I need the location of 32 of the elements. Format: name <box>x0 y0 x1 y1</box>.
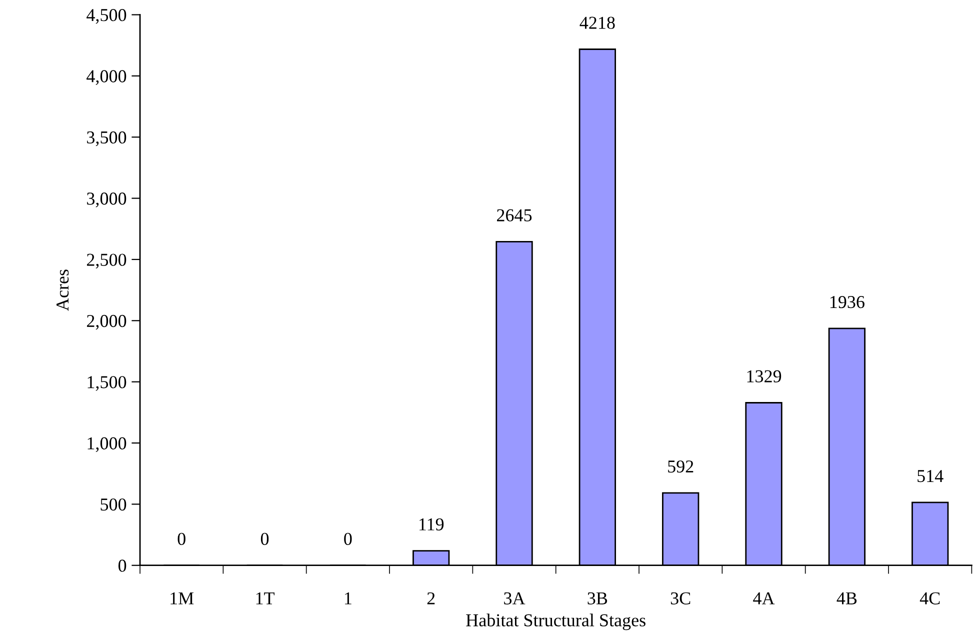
data-label: 0 <box>344 532 352 546</box>
y-tick-label: 4,000 <box>86 70 126 85</box>
data-label: 119 <box>419 518 444 530</box>
x-tick-label: 2 <box>427 592 435 604</box>
x-tick-label: 1M <box>170 592 194 604</box>
y-tick-label: 500 <box>100 498 126 511</box>
data-label: 1936 <box>830 296 864 308</box>
data-label: 4218 <box>580 16 615 29</box>
data-label: 514 <box>918 470 944 482</box>
x-tick-label: 4A <box>753 592 775 604</box>
data-label: 592 <box>668 460 694 473</box>
y-tick-label: 0 <box>118 560 126 572</box>
y-tick-label: 2,000 <box>86 314 126 330</box>
x-axis-title: Habitat Structural Stages <box>466 614 646 630</box>
y-tick-label: 1,500 <box>88 376 126 391</box>
x-tick-label: 3A <box>504 592 526 604</box>
y-tick-label: 4,500 <box>86 9 126 24</box>
y-tick-label: 2,500 <box>86 254 126 269</box>
data-label: 0 <box>178 532 186 546</box>
x-tick-label: 4C <box>920 592 940 604</box>
x-tick-label: 3B <box>588 592 608 604</box>
y-tick-label: 1,000 <box>88 437 126 452</box>
y-axis-title: Acres <box>56 270 69 311</box>
y-tick-label: 3,000 <box>87 192 126 208</box>
x-tick-label: 4B <box>836 592 857 604</box>
data-label: 0 <box>260 532 269 546</box>
data-label: 1329 <box>747 370 782 382</box>
y-tick-label: 3,500 <box>87 131 126 146</box>
x-tick-label: 1T <box>256 592 274 604</box>
x-tick-label: 1 <box>345 592 352 604</box>
data-label: 2645 <box>497 209 532 222</box>
x-tick-label: 3C <box>670 592 690 604</box>
